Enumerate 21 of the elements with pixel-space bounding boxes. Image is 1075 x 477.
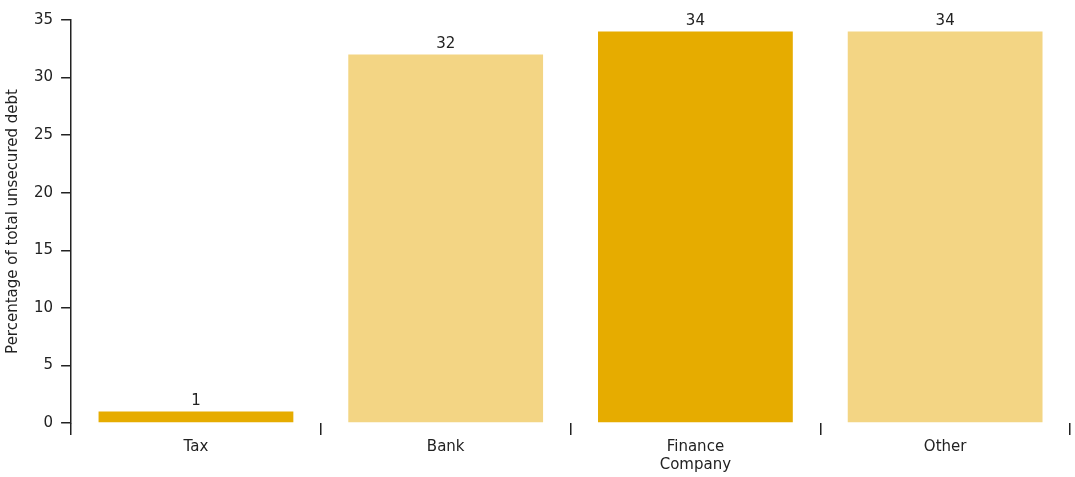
x-tick-label: Tax [182,436,209,455]
y-tick-label: 10 [33,297,54,316]
bar [598,31,793,423]
bar [348,54,544,423]
y-axis-title: Percentage of total unsecured debt [2,89,21,354]
data-label: 34 [685,10,705,29]
y-tick-label: 30 [33,67,54,86]
y-tick-label: 20 [33,182,54,201]
x-tick-label: Bank [426,436,465,455]
y-tick-label: 25 [33,125,54,144]
bar [847,31,1043,423]
y-tick-label: 15 [33,240,54,259]
x-tick-label: Finance Company [659,436,732,473]
data-label: 34 [935,10,955,29]
bar [98,411,294,423]
data-label: 1 [191,390,201,409]
data-label: 32 [436,33,456,52]
y-tick-label: 5 [43,355,54,374]
x-tick-label: Other [923,436,968,455]
y-tick-label: 0 [43,412,54,431]
y-tick-label: 35 [33,9,54,28]
